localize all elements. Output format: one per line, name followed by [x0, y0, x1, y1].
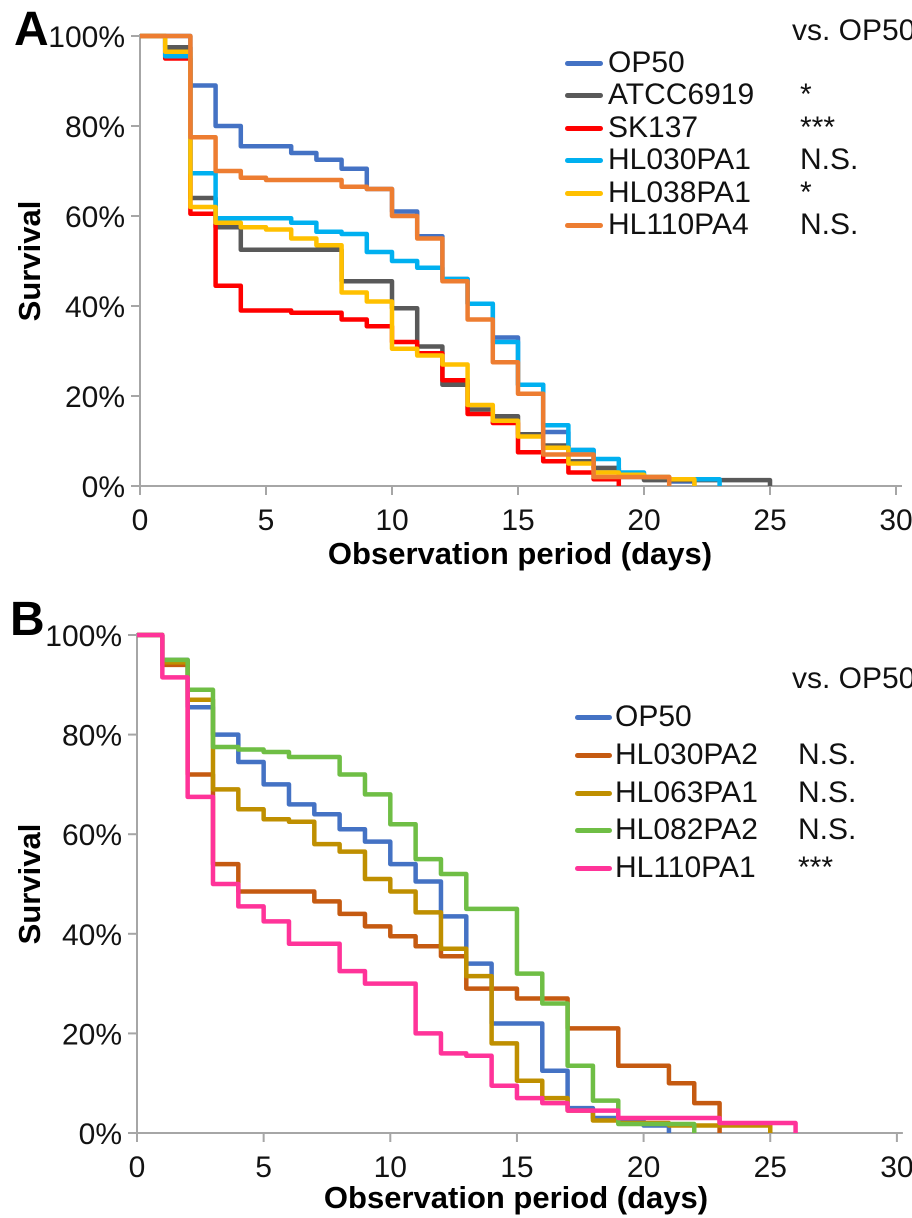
legend-item-HL082PA2: HL082PA2 N.S.	[0, 813, 912, 847]
panel-a-x-axis-title: Observation period (days)	[327, 536, 713, 571]
x-tick-label: 10	[375, 504, 408, 537]
y-tick-label: 60%	[62, 819, 122, 852]
legend-item-OP50: OP50	[0, 700, 912, 734]
legend-series-name: HL038PA1	[608, 175, 751, 209]
x-tick-label: 30	[879, 504, 912, 537]
x-tick-label: 5	[255, 1151, 272, 1184]
x-tick-label: 20	[627, 1151, 660, 1184]
panel-a-legend-header: vs. OP50	[792, 14, 912, 47]
panel-B-plot: 100% 80% 60% 40% 20% 0%0 5 10 15 20 25 30	[45, 620, 912, 1184]
y-tick-label: 40%	[65, 291, 125, 324]
legend-color-line-icon	[575, 752, 612, 758]
legend-item-HL030PA2: HL030PA2 N.S.	[0, 738, 912, 772]
legend-series-name: HL030PA2	[615, 737, 758, 771]
legend-series-name: ATCC6919	[608, 78, 755, 112]
y-tick-label: 40%	[62, 919, 122, 952]
legend-significance: ***	[800, 110, 836, 144]
legend-item-SK137: SK137 ***	[0, 111, 912, 145]
y-tick-label: 20%	[62, 1018, 122, 1051]
legend-color-line-icon	[575, 828, 612, 834]
panel-b-legend-header: vs. OP50	[792, 662, 912, 695]
legend-series-name: HL110PA1	[615, 851, 756, 885]
legend-significance: N.S.	[800, 143, 859, 177]
x-tick-label: 25	[754, 1151, 787, 1184]
legend-significance: N.S.	[798, 737, 857, 771]
legend-item-HL110PA4: HL110PA4 N.S.	[0, 208, 912, 242]
x-tick-label: 15	[500, 1151, 533, 1184]
panel-b-x-axis-title: Observation period (days)	[323, 1180, 709, 1215]
legend-series-name: OP50	[615, 700, 692, 733]
legend-item-HL038PA1: HL038PA1 *	[0, 176, 912, 210]
legend-item-HL030PA1: HL030PA1 N.S.	[0, 143, 912, 177]
y-tick-label: 20%	[65, 381, 125, 414]
y-tick-label: 80%	[62, 720, 122, 753]
legend-series-name: OP50	[608, 46, 685, 79]
x-tick-label: 0	[132, 504, 149, 537]
legend-color-line-icon	[565, 158, 603, 164]
legend-color-line-icon	[575, 866, 612, 872]
y-tick-label: 0%	[82, 471, 125, 504]
x-tick-label: 30	[880, 1151, 912, 1184]
legend-color-line-icon	[565, 223, 603, 228]
legend-color-line-icon	[565, 61, 603, 66]
legend-significance: N.S.	[798, 813, 857, 847]
legend-color-line-icon	[565, 93, 603, 99]
legend-significance: N.S.	[800, 208, 859, 241]
series-line-HL038PA1	[140, 33, 697, 486]
x-tick-label: 0	[129, 1151, 146, 1184]
legend-color-line-icon	[575, 715, 612, 720]
y-tick-label: 100%	[45, 620, 122, 653]
legend-significance: N.S.	[798, 775, 857, 809]
y-tick-label: 80%	[65, 111, 125, 144]
x-tick-label: 15	[501, 504, 534, 537]
panel-a-label: A	[14, 3, 49, 56]
panel-A-plot: 100% 80% 60% 40% 20% 0%0 5 10 15 20 25 30	[48, 21, 912, 537]
legend-item-HL110PA1: HL110PA1 ***	[0, 851, 912, 885]
legend-series-name: HL110PA4	[608, 208, 749, 241]
series-line-SK137	[140, 33, 622, 486]
legend-color-line-icon	[565, 190, 603, 196]
legend-item-ATCC6919: ATCC6919 *	[0, 78, 912, 112]
panel-b-label: B	[10, 593, 45, 646]
legend-series-name: HL063PA1	[615, 775, 758, 809]
x-tick-label: 25	[753, 504, 786, 537]
series-line-HL082PA2	[137, 632, 697, 1133]
legend-series-name: HL030PA1	[608, 143, 751, 177]
legend-color-line-icon	[565, 125, 603, 131]
legend-significance: *	[800, 78, 812, 112]
legend-series-name: HL082PA2	[615, 813, 758, 847]
legend-color-line-icon	[575, 790, 612, 796]
series-line-HL110PA4	[140, 33, 672, 486]
legend-item-OP50: OP50	[0, 46, 912, 80]
series-line-HL110PA1	[137, 632, 798, 1133]
x-tick-label: 10	[374, 1151, 407, 1184]
y-tick-label: 60%	[65, 201, 125, 234]
y-tick-label: 0%	[79, 1118, 122, 1151]
legend-series-name: SK137	[608, 110, 699, 144]
legend-item-HL063PA1: HL063PA1 N.S.	[0, 776, 912, 810]
legend-significance: *	[800, 175, 812, 209]
x-tick-label: 5	[258, 504, 275, 537]
x-tick-label: 20	[627, 504, 660, 537]
legend-significance: ***	[798, 851, 834, 885]
y-tick-label: 100%	[48, 21, 125, 54]
